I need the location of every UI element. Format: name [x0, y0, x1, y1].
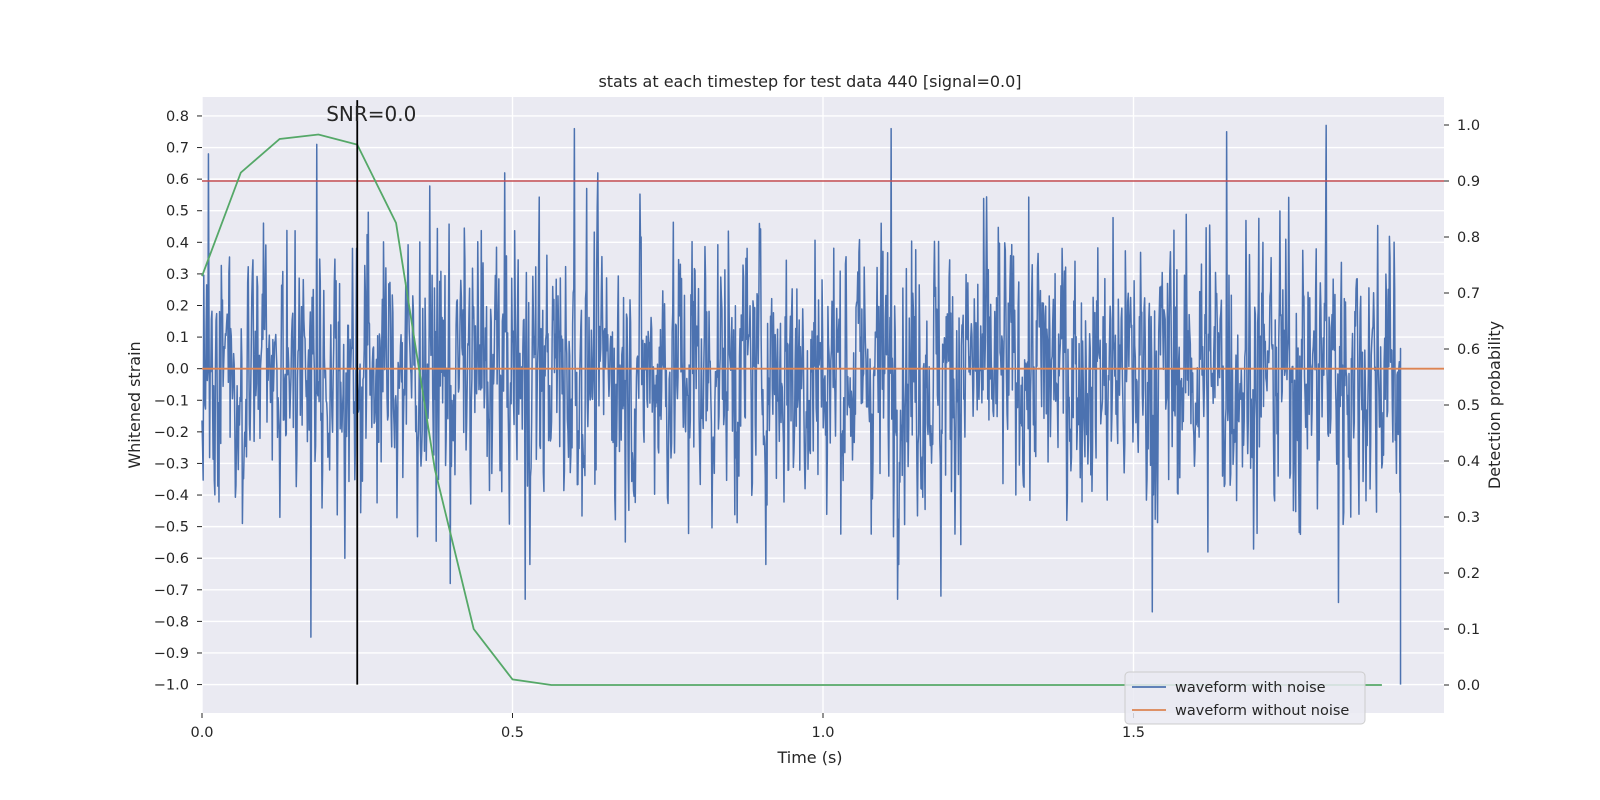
y-tick-label: 0.1	[166, 330, 189, 346]
y-tick-label: 0.5	[166, 204, 189, 220]
y-axis-label: Whitened strain	[125, 341, 144, 468]
y2-tick-label: 0.4	[1457, 454, 1480, 470]
y2-tick-label: 0.0	[1457, 678, 1480, 694]
legend-box	[1124, 671, 1366, 725]
y2-tick-label: 0.6	[1457, 342, 1480, 358]
y-tick-label: 0.4	[166, 235, 189, 251]
y-tick-label: −0.9	[154, 646, 189, 662]
y-tick-label: −0.2	[154, 425, 189, 441]
y-tick-label: −0.5	[154, 520, 189, 536]
y-tick-label: −0.8	[154, 614, 189, 630]
y-tick-label: 0.2	[166, 298, 189, 314]
y2-tick-label: 0.2	[1457, 566, 1480, 582]
y-tick-label: −0.3	[154, 456, 189, 472]
y-tick-label: 0.0	[166, 362, 189, 378]
y2-tick-label: 0.8	[1457, 230, 1480, 246]
legend-label-noise: waveform with noise	[1175, 680, 1326, 696]
x-tick-label: 0.5	[501, 725, 524, 741]
snr-annotation: SNR=0.0	[326, 102, 416, 126]
y2-tick-label: 0.1	[1457, 622, 1480, 638]
axes: 0.0 0.5 1.0 1.5 0.8 0.7 0.6 0.5 0.4 0.3 0.2 0.1 0.0 −…	[154, 109, 1480, 741]
y2-tick-label: 1.0	[1457, 118, 1480, 134]
y-tick-label: 0.7	[166, 141, 189, 157]
y2-tick-label: 0.3	[1457, 510, 1480, 526]
legend-label-clean: waveform without noise	[1175, 703, 1349, 719]
y-tick-label: −0.1	[154, 393, 189, 409]
x-tick-label: 1.5	[1122, 725, 1145, 741]
series-layer	[201, 124, 1444, 685]
y2-tick-label: 0.9	[1457, 174, 1480, 190]
series-detection-probability	[201, 133, 1382, 686]
y2-axis-label: Detection probability	[1485, 321, 1504, 489]
y-tick-label: −0.4	[154, 488, 189, 504]
overlay-layer	[201, 100, 1444, 686]
y-tick-label: −1.0	[154, 678, 189, 694]
y2-tick-label: 0.5	[1457, 398, 1480, 414]
y-tick-label: −0.6	[154, 551, 189, 567]
y-tick-label: 0.6	[166, 172, 189, 188]
y-tick-label: 0.3	[166, 267, 189, 283]
legend: waveform with noise waveform without noi…	[1124, 671, 1366, 725]
x-tick-label: 0.0	[190, 725, 213, 741]
y2-tick-label: 0.7	[1457, 286, 1480, 302]
x-tick-label: 1.0	[811, 725, 834, 741]
chart-title: stats at each timestep for test data 440…	[598, 72, 1021, 91]
x-axis-label: Time (s)	[776, 748, 842, 767]
y-tick-label: −0.7	[154, 583, 189, 599]
y-tick-label: 0.8	[166, 109, 189, 125]
